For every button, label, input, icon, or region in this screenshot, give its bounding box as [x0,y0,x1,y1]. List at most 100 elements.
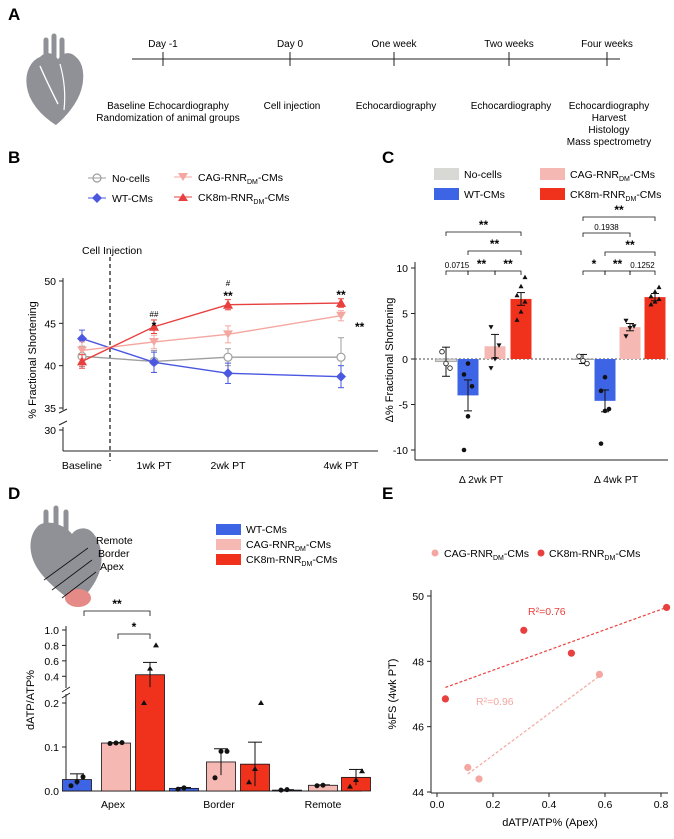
c-comparison-label: ** [625,238,635,252]
heart-illustration [24,33,85,127]
d-point [320,782,326,788]
d-point [314,783,320,789]
e-x-tick-label: 0.6 [598,799,613,811]
timeline-event-text: Echocardiography [356,101,437,112]
d-point [107,740,113,746]
timeline-event-text: Baseline Echocardiography [107,101,229,112]
e-point [567,649,576,657]
d-point [284,787,290,793]
c-point [631,324,637,329]
legend-e: CAG-RNRDM-CMs CK8m-RNRDM-CMs [431,548,640,562]
d-point [212,775,218,781]
c-point [656,284,662,290]
c-comparison-label: ** [477,257,487,271]
c-point [488,366,494,371]
b-point [336,311,346,320]
e-y-tick-label: 46 [412,722,424,734]
panel-b-letter: B [8,148,20,167]
c-point [602,374,608,380]
c-point [606,406,612,412]
b-y-axis-title: % Fractional Shortening [27,301,39,418]
b-y-tick-label: 50 [44,276,56,288]
c-point [580,358,586,364]
c-point [465,361,471,366]
c-comparison-bracket [604,251,656,256]
e-x-tick-label: 0.4 [542,799,557,811]
cell-injection-label: Cell Injection [82,245,142,257]
d-x-tick-label: Remote [305,799,342,811]
c-point [584,360,590,367]
c-comparison-bracket [582,232,631,237]
d-point [181,785,187,791]
chart-b: 35 40 45 50 30 Baseline 1wk PT 2wk PT 4wk PT % Fr… [27,245,378,472]
e-point [441,695,449,703]
c-y-tick-label: 10 [396,263,408,275]
timeline-event-text: Cell injection [264,101,321,112]
timeline-time-label: One week [371,39,417,50]
timeline-event-text: Mass spectrometry [567,137,651,148]
c-point [522,274,528,280]
legend-e-ck8m-marker [537,549,545,557]
d-bar [101,742,131,792]
d-point [74,779,80,785]
d-y-tick-label: 0.2 [44,698,59,710]
e-point [663,603,671,612]
c-comparison-label: ** [490,237,500,251]
d-point [246,779,252,785]
c-comparison-label: ** [613,257,623,271]
c-comparison-label: * [592,257,597,271]
b-sig-mark: # [226,279,231,288]
chart-d: 0.0 0.1 0.2 0.4 0.6 0.8 1.0 dATP/ATP% Apex Border… [25,597,371,811]
d-point [147,665,153,671]
c-y-tick-label: -5 [399,400,408,412]
c-point [648,301,654,307]
b-point [77,333,87,344]
b-series-line [81,302,342,363]
d-comparison-label: ** [112,597,122,611]
b-x-tick-label: Baseline [62,460,102,472]
chart-c: -10 -5 0 5 10 Δ% Fractional Shortening Δ 2wk P… [384,203,668,486]
c-comparison-bracket [604,270,631,275]
b-series-line [81,315,342,352]
b-y-tick-label: 30 [44,425,56,437]
c-point [465,414,471,419]
c-bar [510,298,532,359]
b-point [77,346,87,355]
d-y-tick-label: 1.0 [44,625,59,637]
b-axis-break [58,420,68,426]
b-x-tick-label: 4wk PT [323,460,359,472]
d-point [68,783,74,789]
b-sig-mark: ** [355,320,365,334]
legend-d-cag-label: CAG-RNRDM-CMs [246,539,331,553]
legend-c-nocells-swatch [434,168,459,180]
e-fit-line [445,606,667,689]
e-point [595,670,604,679]
panel-a-letter: A [8,5,20,24]
heart-label-apex: Apex [100,561,125,573]
c-point [439,349,445,355]
c-point [598,388,604,394]
heart-label-remote: Remote [96,535,133,547]
b-point [149,357,159,368]
b-point [149,337,159,346]
b-point [336,371,346,382]
b-point [336,352,346,362]
timeline: Day -1 Baseline EchocardiographyRandomiza… [96,39,651,148]
c-y-tick-label: -10 [393,445,408,457]
legend-e-cag-marker [431,549,439,557]
legend-b-wt-marker [92,193,102,203]
legend-c-ck8m-label: CK8m-RNRDM-CMs [570,189,661,203]
d-point [252,766,258,771]
b-y-tick-label: 35 [44,403,56,415]
legend-c-nocells-label: No-cells [464,169,502,181]
e-y-tick-label: 44 [412,787,424,799]
e-x-tick-label: 0.2 [486,799,501,811]
legend-c-cag-label: CAG-RNRDM-CMs [570,169,655,183]
e-x-tick-label: 0.8 [654,799,669,811]
d-point [113,740,119,746]
d-comparison-bracket [117,633,151,639]
d-point [80,774,86,780]
panel-e-letter: E [382,484,393,503]
b-point [223,299,233,309]
timeline-event-text: Echocardiography [471,101,552,112]
